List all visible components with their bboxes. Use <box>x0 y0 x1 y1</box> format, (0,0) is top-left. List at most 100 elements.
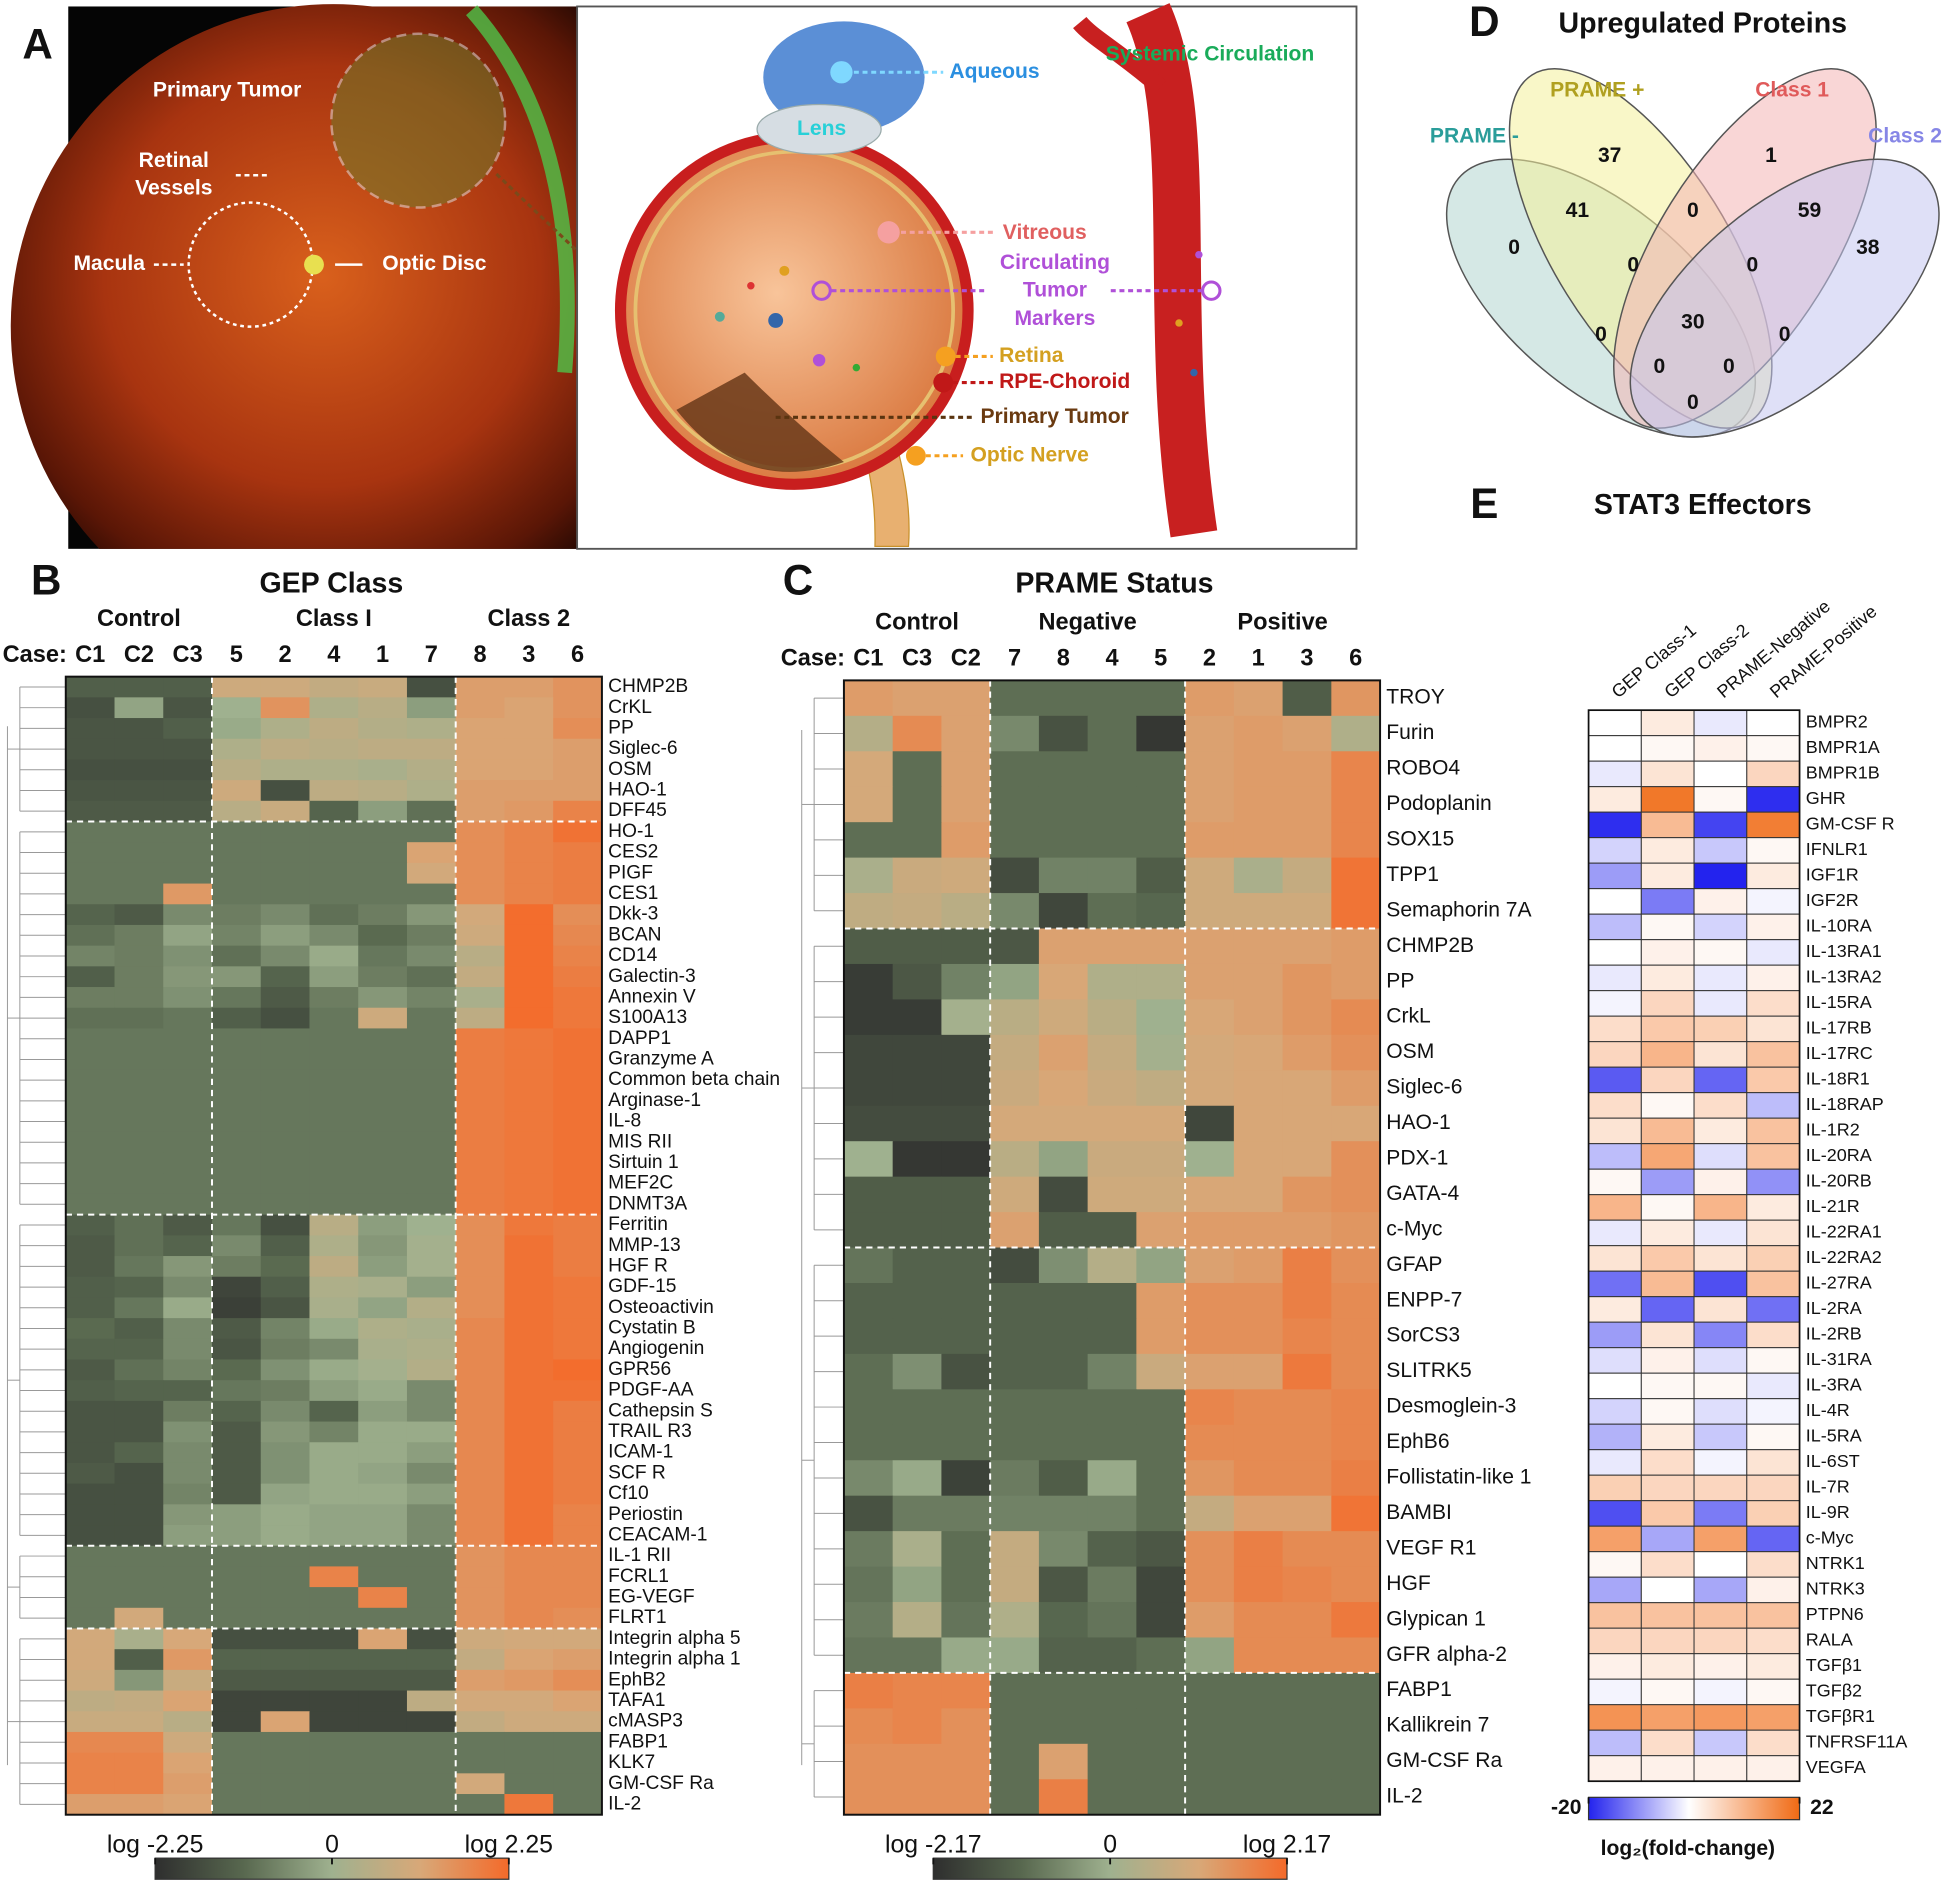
heat-cell <box>553 1400 603 1423</box>
row-label: TPP1 <box>1386 863 1439 886</box>
heat-cell <box>406 697 457 719</box>
heat-cell <box>1282 680 1332 717</box>
venn-count: 0 <box>1723 355 1735 378</box>
heat-cell <box>504 1731 554 1754</box>
heat-cell <box>892 1779 942 1816</box>
heat-cell <box>65 1400 116 1423</box>
panel-title: PRAME Status <box>1015 567 1213 599</box>
heat-cell <box>1282 999 1332 1036</box>
heat-cell <box>114 1380 164 1402</box>
heat-cell <box>358 718 408 740</box>
heat-cell <box>65 883 116 905</box>
heat-cell <box>1640 760 1695 788</box>
heat-cell <box>892 963 942 1000</box>
heat-cell <box>504 697 554 719</box>
heat-cell <box>504 1483 554 1505</box>
heat-cell <box>163 1007 213 1029</box>
heat-cell <box>358 862 408 885</box>
heat-cell <box>1693 990 1748 1017</box>
heat-cell <box>1233 1070 1284 1107</box>
heat-cell <box>211 862 262 885</box>
heat-cell <box>163 1069 213 1091</box>
heat-cell <box>553 759 603 781</box>
heat-cell <box>455 1007 505 1029</box>
row-label: PDX-1 <box>1386 1147 1448 1170</box>
heat-cell <box>1640 709 1695 737</box>
heat-cell <box>260 1318 310 1340</box>
heat-cell <box>1746 1168 1801 1196</box>
heat-cell <box>1693 1398 1748 1425</box>
heat-cell <box>358 1566 408 1588</box>
heat-cell <box>65 1090 116 1112</box>
heat-cell <box>941 1318 991 1355</box>
heat-cell <box>211 1462 262 1485</box>
heat-cell <box>65 676 116 698</box>
heat-cell <box>114 945 164 967</box>
heat-cell <box>406 1380 457 1402</box>
heat-cell <box>1588 1041 1642 1068</box>
heat-cell <box>260 1007 310 1029</box>
heat-cell <box>1038 1495 1089 1532</box>
heat-cell <box>406 1628 457 1650</box>
heat-cell <box>504 738 554 760</box>
heat-cell <box>1233 928 1284 965</box>
heat-cell <box>1640 1245 1695 1272</box>
heat-cell <box>65 1256 116 1278</box>
heat-cell <box>309 1069 359 1091</box>
heat-cell <box>358 1214 408 1236</box>
heat-cell <box>504 1400 554 1423</box>
heat-cell <box>65 1111 116 1133</box>
heat-cell <box>504 1049 554 1071</box>
heat-cell <box>1693 888 1748 915</box>
heat-cell <box>114 1256 164 1278</box>
heat-cell <box>211 1400 262 1423</box>
heat-cell <box>114 1483 164 1505</box>
heat-cell <box>1640 786 1695 813</box>
heat-cell <box>941 1637 991 1674</box>
heat-cell <box>1038 1602 1089 1638</box>
heat-cell <box>406 1504 457 1526</box>
heat-cell <box>163 718 213 740</box>
heat-cell <box>1233 1779 1284 1816</box>
heat-cell <box>455 1731 505 1754</box>
heat-cell <box>1038 1070 1089 1107</box>
heat-cell <box>211 1297 262 1319</box>
heat-cell <box>65 1338 116 1360</box>
venn-count: 59 <box>1798 199 1821 222</box>
case-id: C3 <box>902 645 932 671</box>
heat-cell <box>163 1711 213 1733</box>
heat-cell <box>504 1173 554 1195</box>
heat-cell <box>65 945 116 967</box>
heat-cell <box>1233 715 1284 752</box>
heat-cell <box>1640 1474 1695 1502</box>
row-label: KLK7 <box>608 1752 655 1773</box>
heat-cell <box>211 1669 262 1692</box>
heat-cell <box>1087 1460 1137 1497</box>
heat-cell <box>941 893 991 930</box>
heat-cell <box>358 1649 408 1671</box>
heat-cell <box>114 676 164 698</box>
heat-cell <box>211 1545 262 1567</box>
heat-cell <box>163 966 213 988</box>
heat-cell <box>65 1193 116 1216</box>
diagram-label: Aqueous <box>949 60 1039 83</box>
heat-cell <box>406 1421 457 1443</box>
heat-cell <box>941 1034 991 1071</box>
venn-set-label: PRAME + <box>1550 78 1644 101</box>
heat-cell <box>1233 680 1284 717</box>
heat-cell <box>406 966 457 988</box>
heat-cell <box>553 1214 603 1236</box>
heat-cell <box>553 862 603 885</box>
heat-cell <box>260 1297 310 1319</box>
heat-cell <box>406 1318 457 1340</box>
colorbar-label: log 2.17 <box>1243 1831 1331 1858</box>
heat-cell <box>163 1442 213 1464</box>
heat-cell <box>892 1743 942 1780</box>
heat-cell <box>553 1649 603 1671</box>
heat-cell <box>309 718 359 740</box>
heat-cell <box>553 1669 603 1692</box>
row-label: CHMP2B <box>608 676 688 697</box>
heat-cell <box>1233 1176 1284 1213</box>
heat-cell <box>1640 1602 1695 1629</box>
colorbar-label: -20 <box>1551 1796 1581 1819</box>
